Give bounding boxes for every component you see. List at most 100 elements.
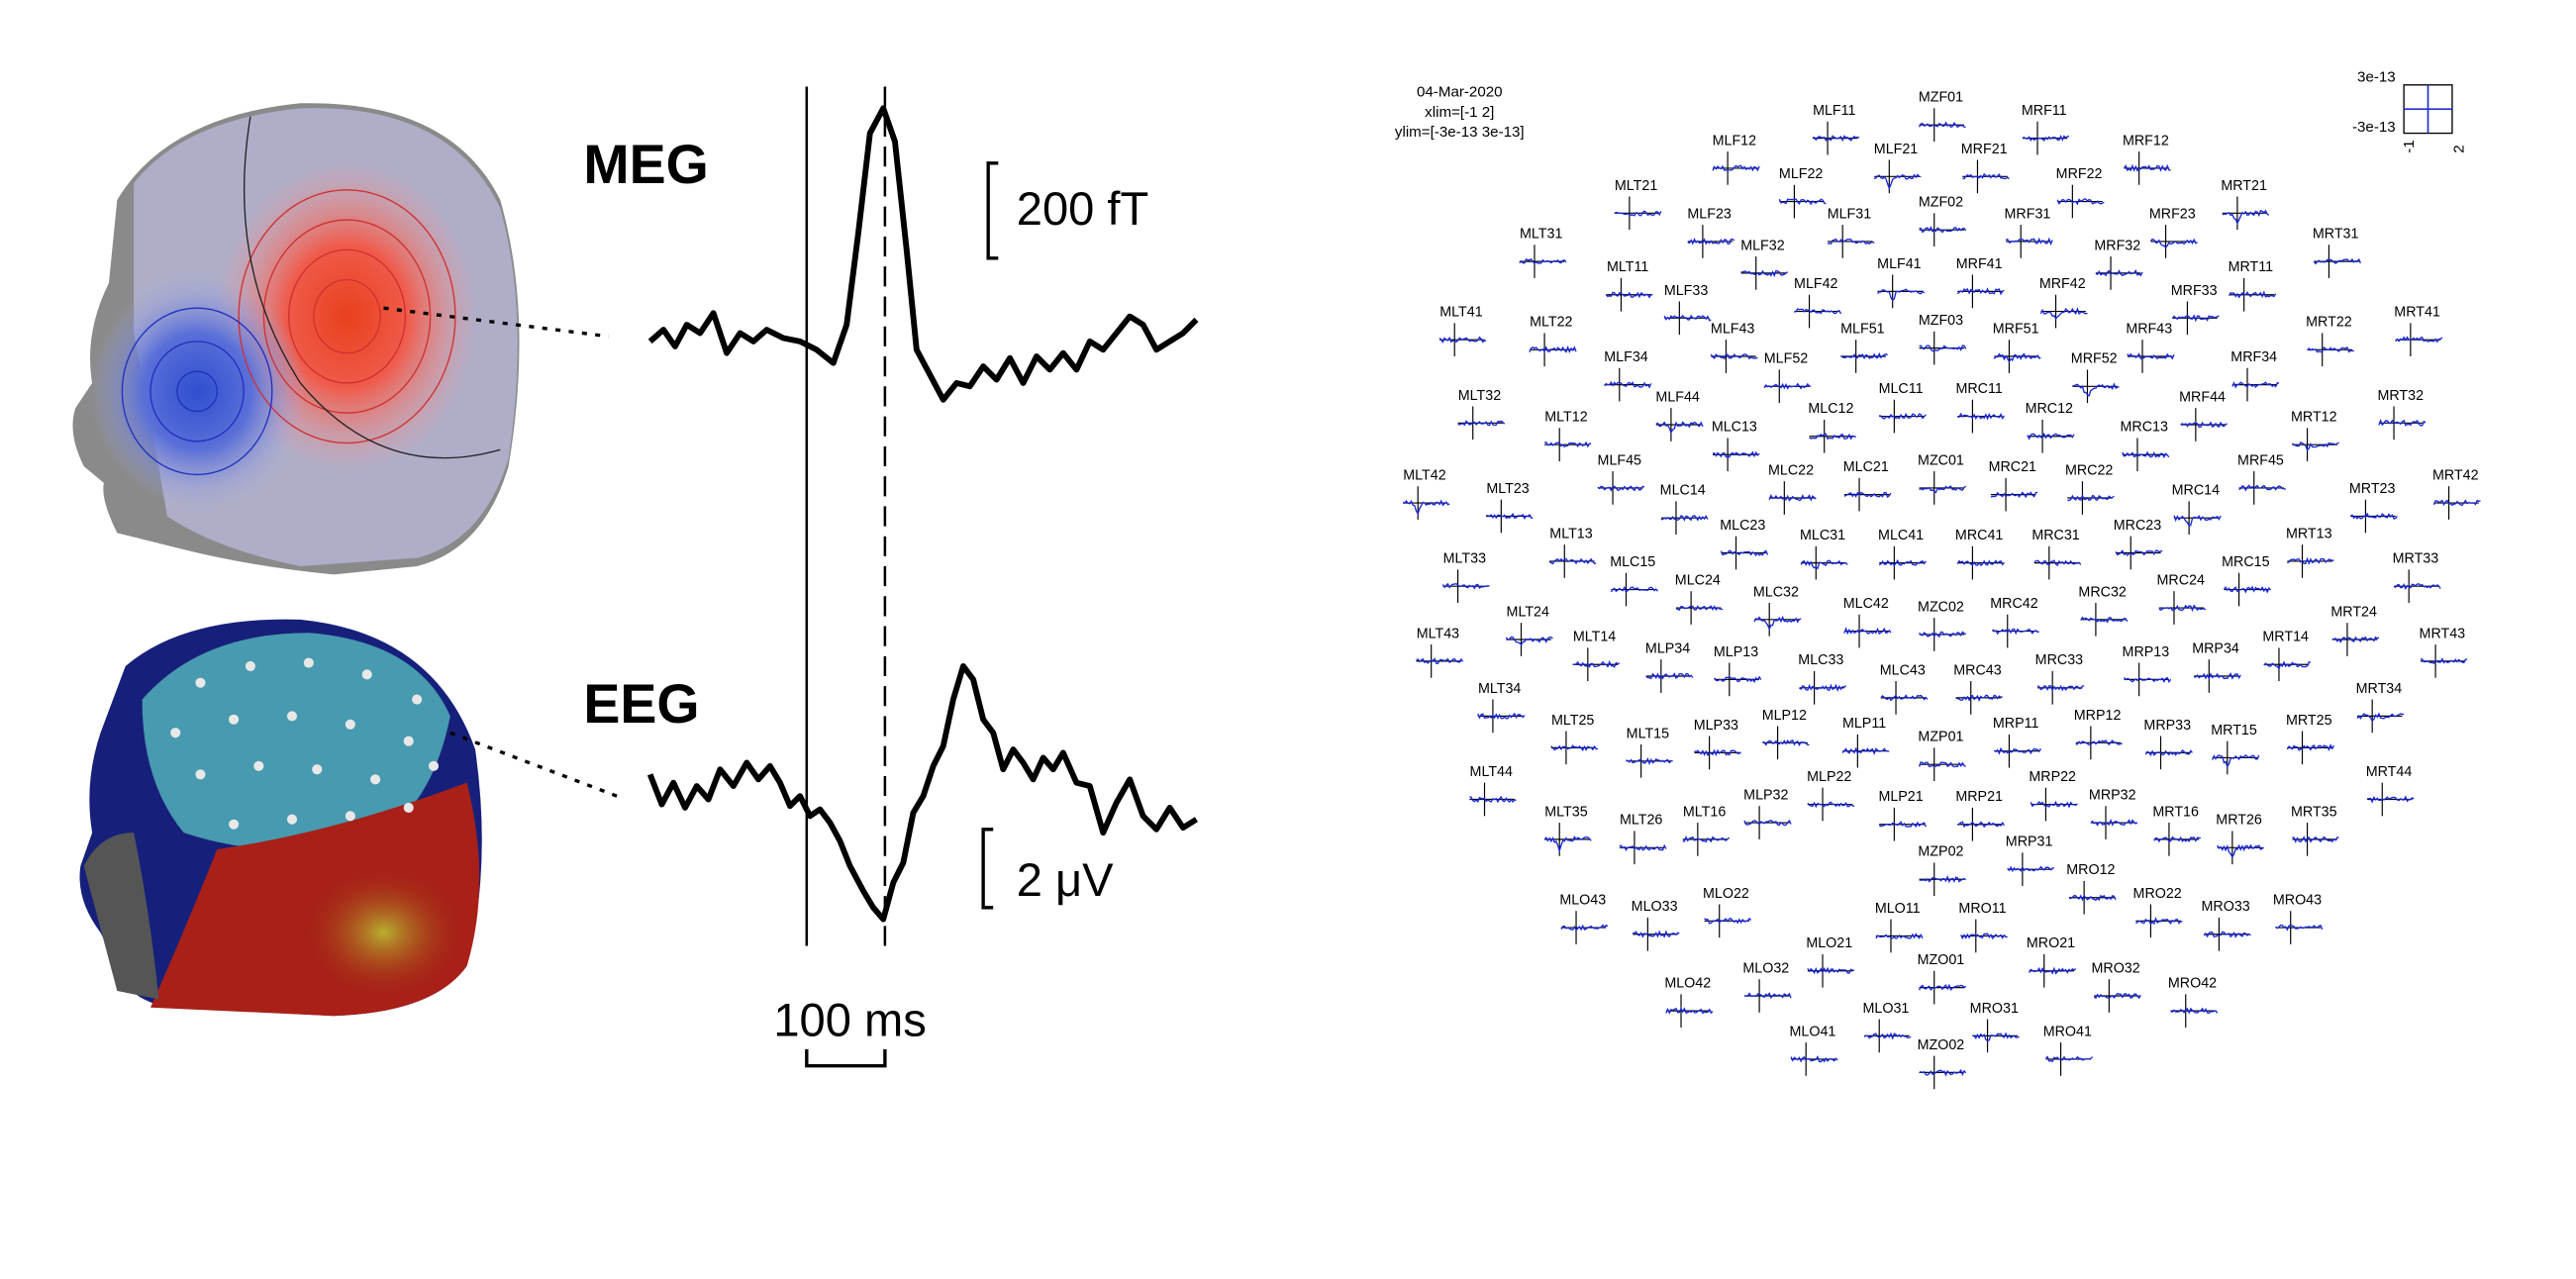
sensor-label: MRT31 <box>2313 227 2359 243</box>
sensor-label: MLC12 <box>1808 401 1853 417</box>
sensor-trace <box>1993 352 2041 363</box>
sensor-trace <box>1807 801 1855 809</box>
sensor-trace <box>1469 795 1517 804</box>
sensor-trace <box>1843 627 1892 636</box>
sensor-label: MRF45 <box>2237 452 2284 468</box>
sensor-trace <box>1682 835 1731 843</box>
sensor-trace <box>2075 738 2123 746</box>
sensor-label: MLC32 <box>1753 584 1799 600</box>
sensor-label: MRT14 <box>2262 630 2309 645</box>
sensor-trace <box>1919 874 1967 884</box>
sensor-trace <box>1441 582 1490 590</box>
sensor-label: MZP01 <box>1918 730 1963 745</box>
sensor-trace <box>1560 924 1609 932</box>
sensor-label: MRC14 <box>2172 483 2220 499</box>
sensor-trace <box>2222 209 2270 226</box>
sensor-label: MRT44 <box>2366 764 2413 780</box>
sensor-trace <box>1597 485 1645 492</box>
sensor-trace <box>1438 336 1487 344</box>
sensor-label: MLF11 <box>1813 103 1855 119</box>
sensor-label: MRO22 <box>2133 886 2182 902</box>
sensor-label: MLO33 <box>1632 899 1678 915</box>
sensor-label: MLO42 <box>1664 976 1711 992</box>
sensor-trace <box>1955 694 2003 703</box>
sensor-trace <box>2194 672 2241 681</box>
sensor-label: MLP11 <box>1842 716 1886 732</box>
sensor-trace <box>1919 485 1967 494</box>
sensor-trace <box>2127 352 2175 360</box>
sensor-label: MZF01 <box>1919 90 1963 106</box>
sensor-label: MLC22 <box>1768 462 1814 478</box>
sensor-trace <box>1712 450 1760 458</box>
sensor-trace <box>2072 382 2120 397</box>
sensor-label: MLC11 <box>1879 381 1924 397</box>
sensor-label: MLT16 <box>1683 804 1726 820</box>
sensor-trace <box>2039 307 2088 321</box>
sensor-label: MLC41 <box>1878 528 1924 543</box>
sensor-label: MLP22 <box>1807 769 1851 785</box>
sensor-label: MLT31 <box>1520 227 1562 243</box>
sensor-label: MLT14 <box>1573 630 1616 645</box>
sensor-label: MLT33 <box>1443 551 1486 567</box>
eeg-scale-bar <box>981 828 994 910</box>
sensor-trace <box>1550 744 1599 751</box>
face <box>83 833 159 1000</box>
sensor-trace <box>2144 749 2193 757</box>
sensor-label: MRT12 <box>2291 410 2337 426</box>
zero-line <box>243 116 501 459</box>
sensor-trace <box>1879 412 1927 420</box>
sensor-label: MRT22 <box>2306 315 2352 331</box>
sensor-label: MRF23 <box>2149 206 2196 222</box>
sensor-trace <box>2030 800 2078 809</box>
sensor-label: MZF03 <box>1919 313 1963 329</box>
sensor-trace <box>2291 442 2339 451</box>
sensor-label: MZO02 <box>1918 1037 1965 1053</box>
sensor-trace <box>1543 836 1592 853</box>
sensor-label: MRT13 <box>2286 526 2332 541</box>
eeg-label: EEG <box>583 673 699 735</box>
sensor-label: MRO21 <box>2027 935 2075 951</box>
xlim-note: xlim=[-1 2] <box>1425 104 1494 121</box>
sensor-trace <box>1843 491 1892 499</box>
contours-red <box>238 189 456 444</box>
sensor-label: MRF12 <box>2123 133 2169 148</box>
sensor-trace <box>1687 238 1735 246</box>
sensor-label: MLC21 <box>1843 459 1889 475</box>
sensor-trace <box>2036 684 2085 692</box>
sensor-label: MRT35 <box>2291 804 2337 820</box>
sensor-trace <box>1402 499 1450 516</box>
sensor-trace <box>2275 924 2324 932</box>
sensor-label: MLT26 <box>1620 813 1662 829</box>
sensor-label: MZF02 <box>1919 195 1963 211</box>
meg-waveform <box>647 105 1199 403</box>
sensor-trace <box>1841 746 1890 755</box>
sensor-label: MLT34 <box>1478 681 1521 697</box>
sensor-trace <box>1710 352 1758 360</box>
sensor-trace <box>2238 484 2286 492</box>
sensor-trace <box>2115 549 2163 556</box>
sensor-label: MRO12 <box>2066 862 2115 878</box>
sensor-trace <box>2056 198 2105 206</box>
sensor-label: MLF42 <box>1794 276 1838 292</box>
meg-scale-bar <box>986 161 999 260</box>
sensor-label: MLT15 <box>1627 726 1669 741</box>
sensor-trace <box>1768 493 1817 502</box>
sensor-trace <box>2080 616 2129 624</box>
sensor-label: MRC15 <box>2222 554 2269 570</box>
sensor-trace <box>2231 381 2280 389</box>
sensor-label: MLT21 <box>1615 178 1657 194</box>
sensor-label: MLF52 <box>1764 351 1809 367</box>
sensor-trace <box>2067 493 2115 502</box>
sensor-label: MRF52 <box>2071 351 2118 367</box>
sensor-trace <box>2134 917 2183 926</box>
sensor-trace <box>1918 983 1967 991</box>
eeg-scale-label: 2 μV <box>1017 853 1114 906</box>
sensor-trace <box>1663 314 1712 322</box>
contours-blue <box>121 307 273 476</box>
sensor-trace <box>2005 237 2053 246</box>
eeg-waveform <box>646 662 1199 923</box>
scale-top: 3e-13 <box>2357 68 2396 85</box>
sensor-trace <box>1993 746 2041 755</box>
sensor-label: MRT34 <box>2356 681 2403 697</box>
